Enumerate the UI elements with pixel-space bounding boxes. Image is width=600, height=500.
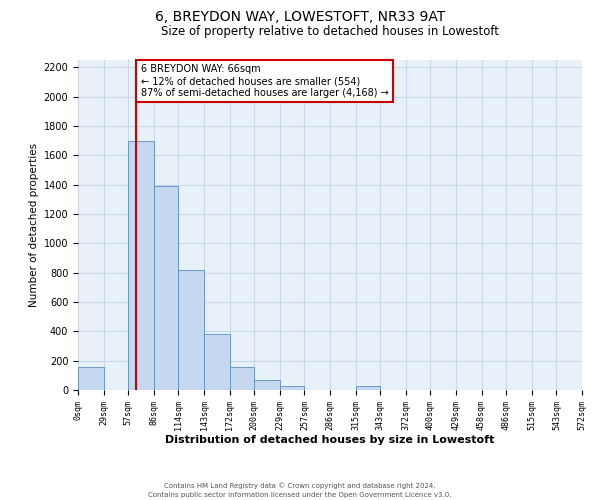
Bar (280, 386, 304, 390)
Text: 6 BREYDON WAY: 66sqm
← 12% of detached houses are smaller (554)
87% of semi-deta: 6 BREYDON WAY: 66sqm ← 12% of detached h… (140, 64, 388, 98)
Text: Contains public sector information licensed under the Open Government Licence v3: Contains public sector information licen… (148, 492, 452, 498)
Text: Contains HM Land Registry data © Crown copyright and database right 2024.: Contains HM Land Registry data © Crown c… (164, 482, 436, 489)
Title: Size of property relative to detached houses in Lowestoft: Size of property relative to detached ho… (161, 25, 499, 38)
Bar (128, 140, 154, 390)
Bar (154, 186, 178, 390)
Y-axis label: Number of detached properties: Number of detached properties (29, 143, 40, 307)
Bar (230, 366, 254, 390)
X-axis label: Distribution of detached houses by size in Lowestoft: Distribution of detached houses by size … (166, 436, 494, 446)
Bar (254, 380, 280, 390)
Bar (78, 368, 104, 390)
Bar (356, 386, 380, 390)
Bar (178, 270, 204, 390)
Bar (204, 334, 230, 390)
Text: 6, BREYDON WAY, LOWESTOFT, NR33 9AT: 6, BREYDON WAY, LOWESTOFT, NR33 9AT (155, 10, 445, 24)
